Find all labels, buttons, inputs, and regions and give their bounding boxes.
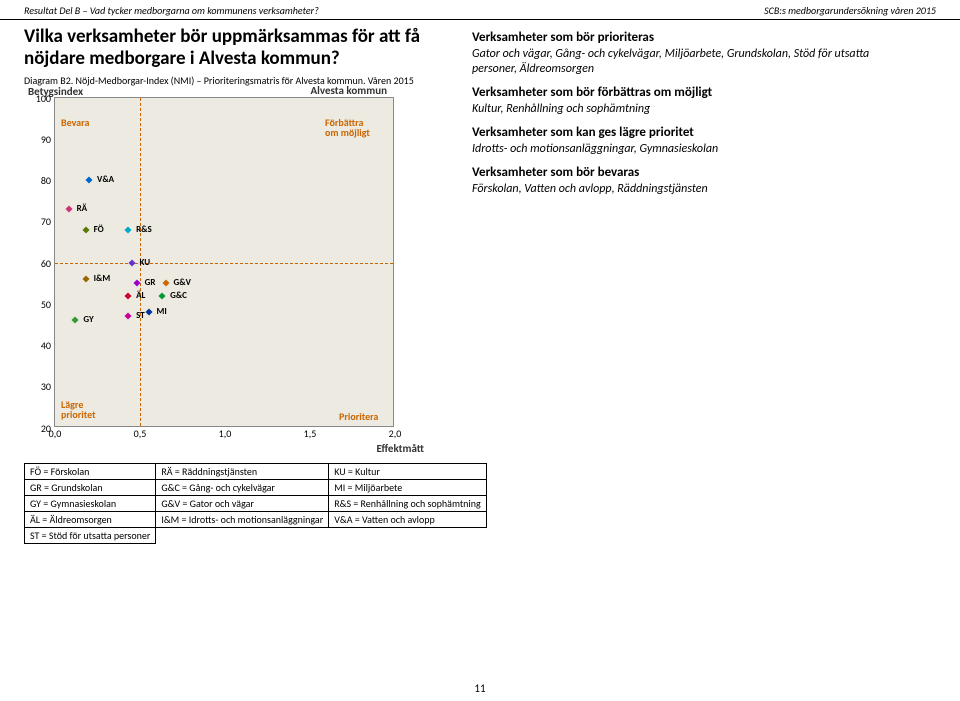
header-left: Resultat Del B – Vad tycker medborgarna …	[24, 4, 319, 17]
data-point-label: G&C	[170, 290, 187, 301]
x-tick: 0,0	[49, 427, 62, 440]
legend-cell: KU = Kultur	[329, 463, 487, 479]
legend-cell: FÖ = Förskolan	[25, 463, 156, 479]
y-tick: 90	[27, 133, 51, 146]
data-point	[65, 206, 72, 213]
data-point-label: FÖ	[94, 224, 104, 235]
data-point	[85, 177, 92, 184]
legend-table: FÖ = FörskolanRÄ = RäddningstjänstenKU =…	[24, 463, 487, 544]
x-tick: 1,0	[219, 427, 232, 440]
quadrant-label: Lägreprioritet	[61, 400, 96, 421]
legend-cell: G&C = Gång- och cykelvägar	[156, 479, 329, 495]
legend-cell: V&A = Vatten och avlopp	[329, 511, 487, 527]
legend-cell: GY = Gymnasieskolan	[25, 495, 156, 511]
data-point-label: R&S	[136, 224, 152, 235]
quadrant-label: Förbättraom möjligt	[325, 118, 370, 139]
y-tick: 60	[27, 257, 51, 270]
data-point	[125, 313, 132, 320]
x-tick: 2,0	[389, 427, 402, 440]
r-body-1: Gator och vägar, Gång- och cykelvägar, M…	[472, 47, 914, 77]
priority-matrix-chart: Betygsindex Alvesta kommun 2030405060708…	[24, 97, 424, 427]
legend-cell: I&M = Idrotts- och motionsanläggningar	[156, 511, 329, 527]
r-head-4: Verksamheter som bör bevaras	[472, 165, 914, 180]
legend-cell	[329, 527, 487, 543]
data-point	[128, 259, 135, 266]
data-point	[159, 292, 166, 299]
x-tick: 0,5	[134, 427, 147, 440]
data-point-label: V&A	[97, 174, 114, 185]
legend-cell	[156, 527, 329, 543]
divider-h	[55, 263, 393, 264]
r-body-2: Kultur, Renhållning och sophämtning	[472, 102, 914, 117]
data-point-label: ST	[136, 310, 145, 321]
r-head-1: Verksamheter som bör prioriteras	[472, 30, 914, 45]
data-point	[162, 280, 169, 287]
r-body-4: Förskolan, Vatten och avlopp, Räddningst…	[472, 182, 914, 197]
y-tick: 70	[27, 215, 51, 228]
data-point-label: G&V	[174, 277, 191, 288]
data-point	[125, 292, 132, 299]
data-point-label: ÄL	[136, 290, 145, 301]
r-head-3: Verksamheter som kan ges lägre prioritet	[472, 125, 914, 140]
page-header: Resultat Del B – Vad tycker medborgarna …	[0, 0, 960, 20]
legend-cell: RÄ = Räddningstjänsten	[156, 463, 329, 479]
legend-cell: MI = Miljöarbete	[329, 479, 487, 495]
diagram-label: Diagram B2. Nöjd-Medborgar-Index (NMI) –…	[24, 74, 454, 87]
y-tick: 20	[27, 422, 51, 435]
legend-cell: GR = Grundskolan	[25, 479, 156, 495]
y-tick: 40	[27, 339, 51, 352]
quadrant-label: Prioritera	[339, 412, 378, 423]
y-tick: 100	[27, 92, 51, 105]
data-point	[145, 309, 152, 316]
commentary: Verksamheter som bör prioriteras Gator o…	[454, 26, 914, 427]
x-tick: 1,5	[304, 427, 317, 440]
x-axis-title: Effektmått	[376, 442, 424, 455]
data-point-label: RÄ	[77, 203, 88, 214]
data-point	[82, 226, 89, 233]
y-tick: 30	[27, 380, 51, 393]
legend-cell: R&S = Renhållning och sophämtning	[329, 495, 487, 511]
data-point-label: MI	[157, 306, 167, 317]
y-tick: 50	[27, 298, 51, 311]
legend-cell: ST = Stöd för utsatta personer	[25, 527, 156, 543]
data-point	[125, 226, 132, 233]
data-point	[72, 317, 79, 324]
quadrant-label: Bevara	[61, 118, 89, 129]
question-title: Vilka verksamheter bör uppmärksammas för…	[24, 26, 454, 70]
data-point-label: KU	[140, 257, 151, 268]
legend-cell: ÄL = Äldreomsorgen	[25, 511, 156, 527]
chart-title: Alvesta kommun	[311, 84, 387, 97]
page-number: 11	[0, 682, 960, 695]
r-head-2: Verksamheter som bör förbättras om möjli…	[472, 85, 914, 100]
data-point-label: I&M	[94, 273, 111, 284]
data-point-label: GR	[145, 277, 156, 288]
r-body-3: Idrotts- och motionsanläggningar, Gymnas…	[472, 142, 914, 157]
y-tick: 80	[27, 174, 51, 187]
legend-cell: G&V = Gator och vägar	[156, 495, 329, 511]
data-point	[82, 276, 89, 283]
header-right: SCB:s medborgarundersökning våren 2015	[764, 4, 936, 17]
data-point-label: GY	[83, 314, 93, 325]
